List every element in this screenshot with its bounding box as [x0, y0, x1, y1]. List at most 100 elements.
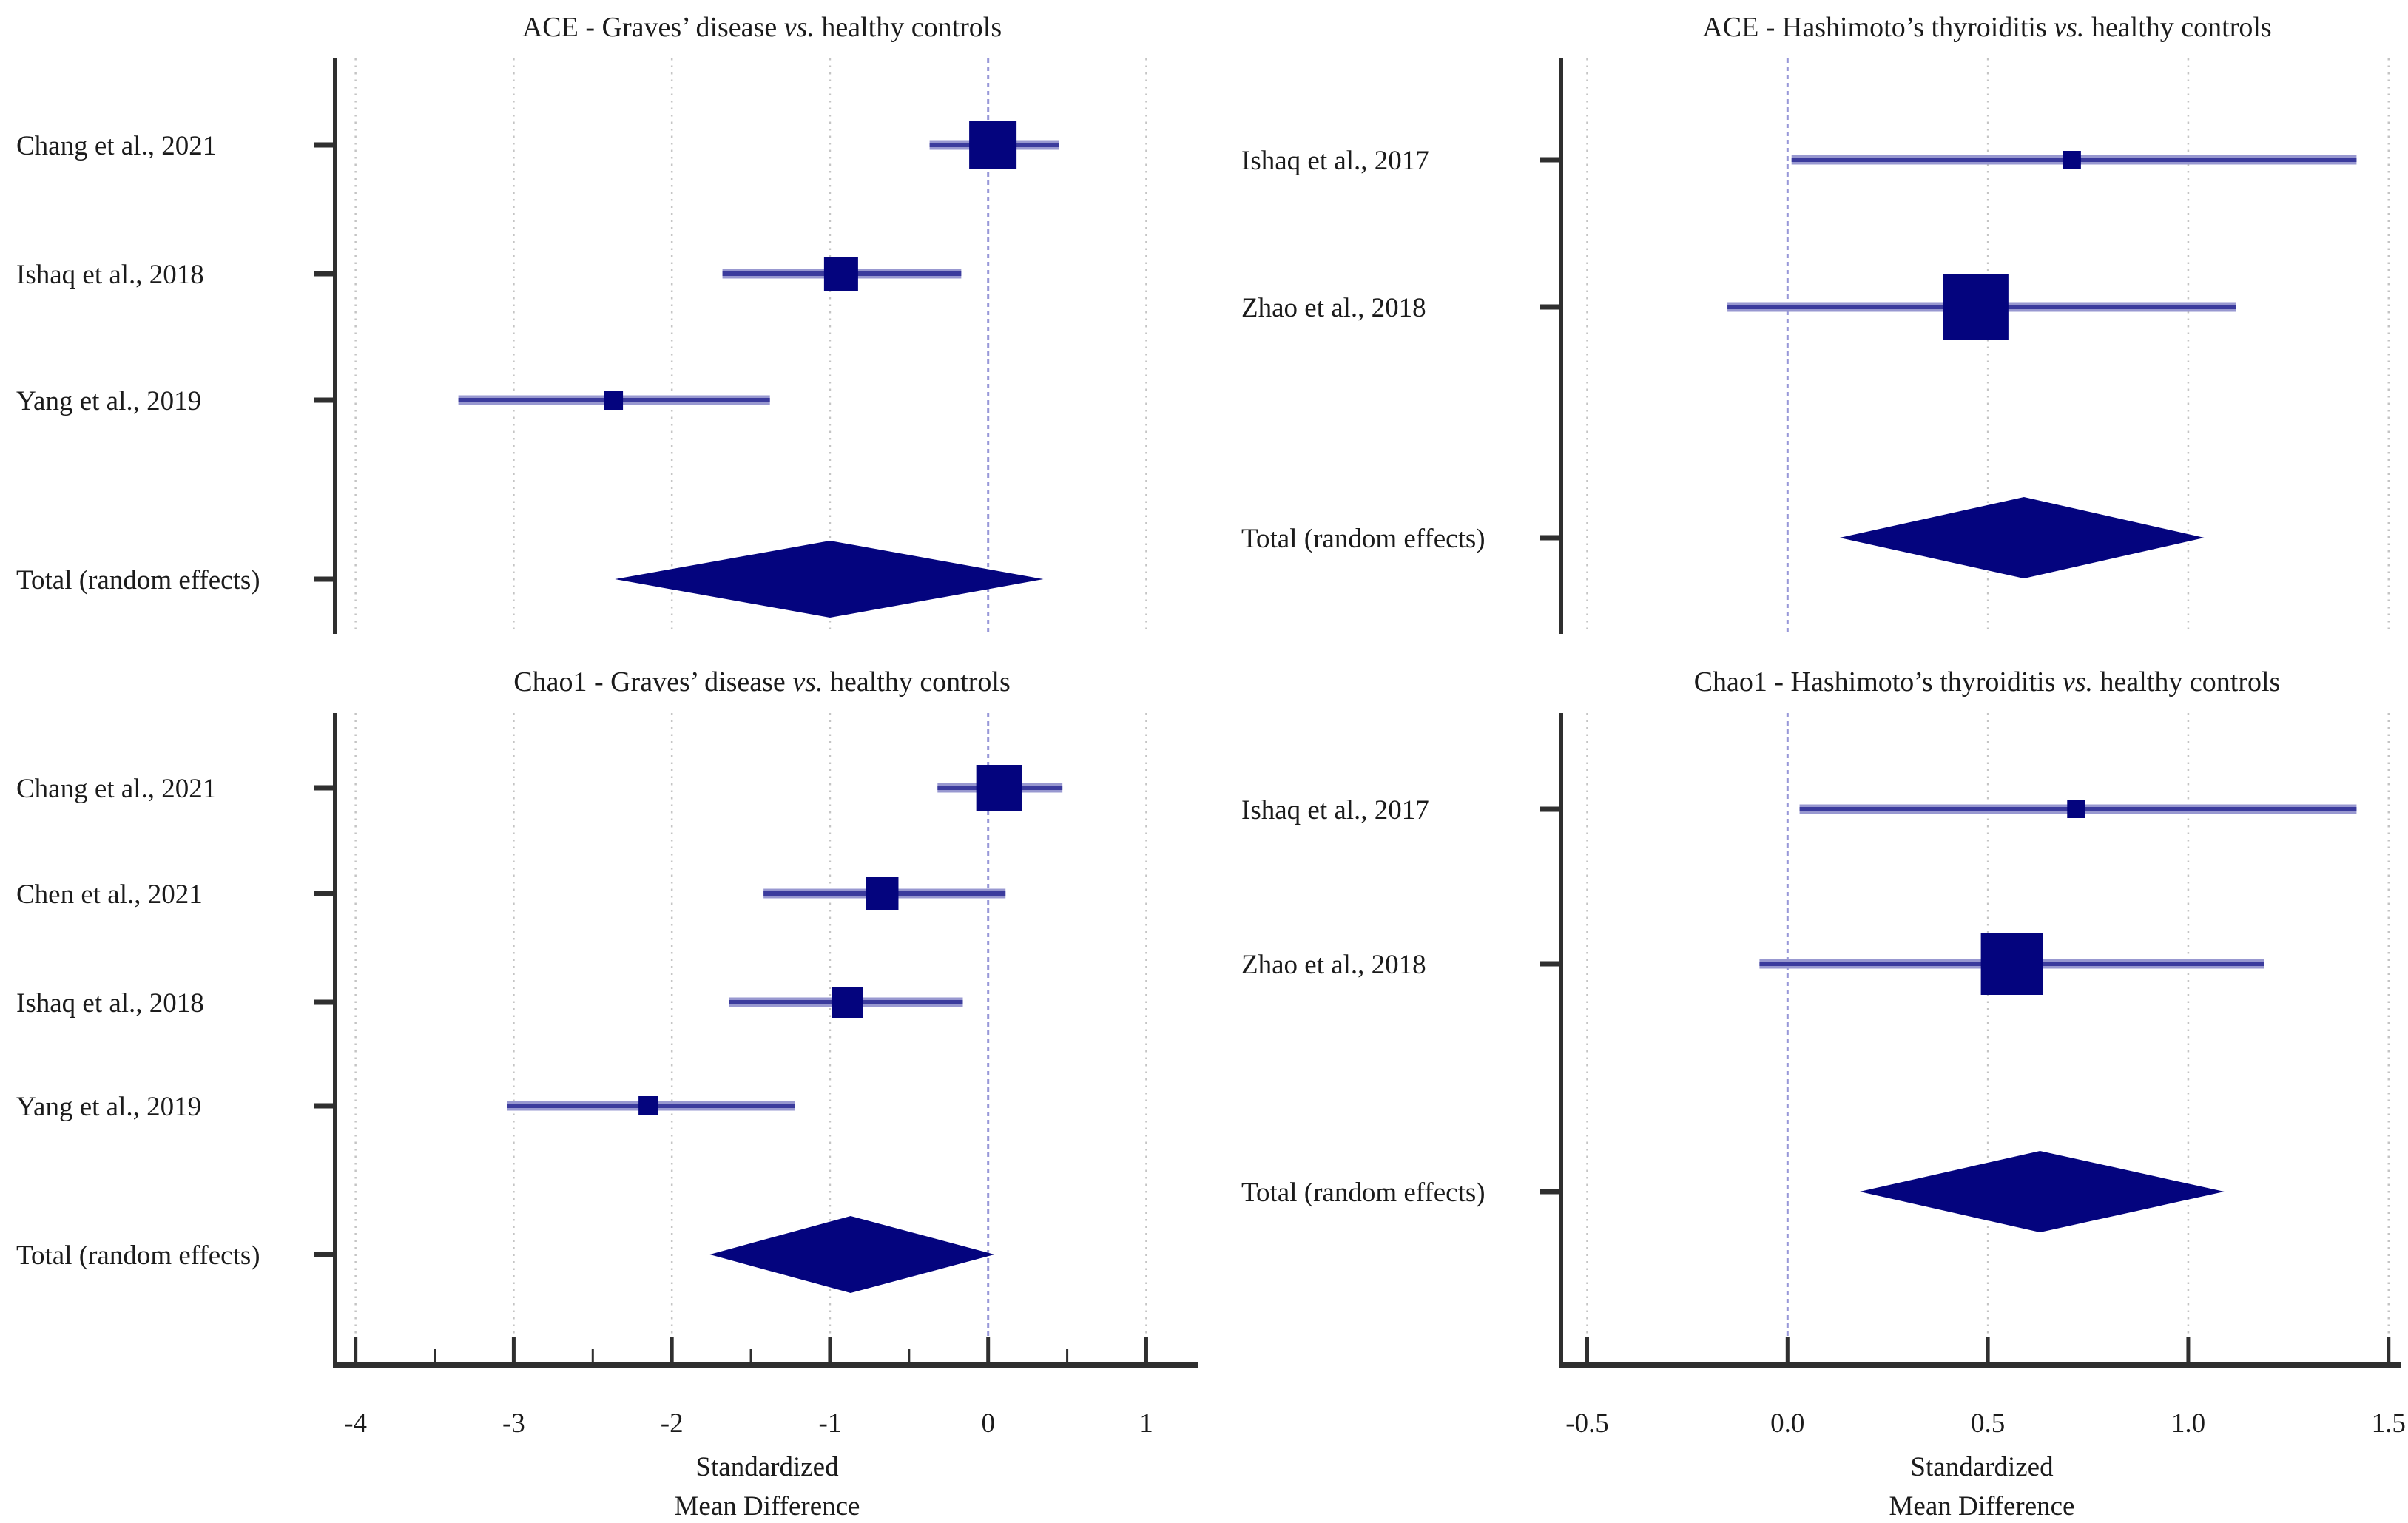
x-axis: [333, 1362, 1198, 1368]
x-tick-major: [1785, 1337, 1790, 1362]
x-tick-major: [1986, 1337, 1990, 1362]
row-tick: [1540, 1189, 1559, 1195]
x-tick-label: -0.5: [1565, 1408, 1609, 1439]
effect-square: [866, 877, 899, 910]
study-label: Yang et al., 2019: [16, 386, 201, 416]
x-tick-label: 1.0: [2171, 1408, 2205, 1439]
x-tick-label: -2: [661, 1408, 684, 1439]
effect-square: [604, 391, 624, 410]
row-tick: [1540, 961, 1559, 967]
study-label: Ishaq et al., 2017: [1241, 795, 1429, 825]
panel-title-ace-hashimoto: ACE - Hashimoto’s thyroiditis vs. health…: [1702, 12, 2271, 43]
x-axis-title-right-line1: Standardized: [1910, 1452, 2054, 1482]
effect-square: [1980, 933, 2043, 995]
panel-title-text: healthy controls: [821, 12, 1002, 43]
x-tick-major: [986, 1337, 991, 1362]
y-axis: [333, 713, 337, 1362]
row-tick: [1540, 806, 1559, 812]
row-tick: [1540, 535, 1559, 541]
study-label: Yang et al., 2019: [16, 1092, 201, 1122]
x-tick-minor: [434, 1349, 436, 1362]
row-tick: [314, 1252, 333, 1257]
x-tick-major: [354, 1337, 358, 1362]
x-tick-major: [2186, 1337, 2191, 1362]
panel-title-text: healthy controls: [2091, 12, 2272, 43]
study-label: Zhao et al., 2018: [1241, 293, 1426, 323]
y-axis: [1559, 713, 1563, 1362]
total-diamond: [709, 1216, 995, 1293]
panel-title-chao1-graves: Chao1 - Graves’ disease vs. healthy cont…: [513, 666, 1011, 698]
study-label: Zhao et al., 2018: [1241, 950, 1426, 980]
x-axis-title-right-line2: Mean Difference: [1889, 1491, 2075, 1522]
total-label: Total (random effects): [1241, 524, 1485, 554]
x-tick-label: 1: [1139, 1408, 1153, 1439]
x-tick-minor: [749, 1349, 752, 1362]
panel-title-vs-italic: vs.: [777, 12, 821, 43]
panel-title-vs-italic: vs.: [2055, 666, 2100, 698]
total-label: Total (random effects): [16, 1240, 260, 1271]
x-axis-title-left-line1: Standardized: [695, 1452, 839, 1482]
x-tick-minor: [591, 1349, 594, 1362]
panel-title-vs-italic: vs.: [2047, 12, 2091, 43]
x-tick-label: 0.0: [1770, 1408, 1804, 1439]
panel-title-text: healthy controls: [2100, 666, 2281, 698]
row-tick: [314, 576, 333, 582]
row-tick: [314, 891, 333, 896]
y-axis: [333, 58, 337, 634]
total-diamond: [1839, 497, 2205, 578]
total-diamond: [615, 541, 1044, 618]
x-tick-major: [828, 1337, 832, 1362]
x-tick-label: -1: [819, 1408, 842, 1439]
study-label: Chen et al., 2021: [16, 879, 203, 910]
x-tick-label: 1.5: [2372, 1408, 2406, 1439]
x-tick-label: -4: [344, 1408, 367, 1439]
x-tick-major: [1585, 1337, 1589, 1362]
x-tick-major: [511, 1337, 516, 1362]
x-axis-title-left-line2: Mean Difference: [675, 1491, 860, 1522]
effect-square: [823, 257, 858, 291]
panel-title-text: Chao1 - Graves’ disease: [513, 666, 786, 698]
plot-elements-layer: Chang et al., 2021 Ishaq et al., 2018 Yang…: [16, 58, 2406, 1439]
y-axis: [1559, 58, 1563, 634]
panel-title-text: healthy controls: [830, 666, 1011, 698]
row-tick: [314, 785, 333, 791]
effect-square: [1943, 274, 2009, 340]
effect-square: [2063, 151, 2081, 169]
x-tick-label: 0.5: [1971, 1408, 2005, 1439]
row-tick: [314, 1103, 333, 1109]
effect-square: [2067, 800, 2085, 818]
row-tick: [314, 999, 333, 1005]
total-diamond: [1859, 1151, 2225, 1232]
x-tick-major: [670, 1337, 674, 1362]
total-label: Total (random effects): [16, 565, 260, 595]
study-label: Ishaq et al., 2017: [1241, 146, 1429, 176]
x-tick-label: 0: [981, 1408, 995, 1439]
panel-title-text: ACE - Hashimoto’s thyroiditis: [1702, 12, 2047, 43]
effect-square: [638, 1096, 658, 1115]
x-tick-major: [2387, 1337, 2391, 1362]
row-tick: [314, 271, 333, 277]
x-tick-label: -3: [502, 1408, 525, 1439]
panel-title-vs-italic: vs.: [786, 666, 830, 698]
panel-title-chao1-hashimoto: Chao1 - Hashimoto’s thyroiditis vs. heal…: [1694, 666, 2281, 698]
total-label: Total (random effects): [1241, 1178, 1485, 1208]
row-tick: [1540, 304, 1559, 310]
study-label: Ishaq et al., 2018: [16, 988, 204, 1019]
x-tick-minor: [1066, 1349, 1069, 1362]
effect-square: [969, 121, 1017, 169]
x-tick-major: [1144, 1337, 1148, 1362]
row-tick: [314, 397, 333, 403]
panel-title-text: Chao1 - Hashimoto’s thyroiditis: [1694, 666, 2056, 698]
study-label: Chang et al., 2021: [16, 131, 216, 161]
row-tick: [1540, 157, 1559, 163]
panel-title-ace-graves: ACE - Graves’ disease vs. healthy contro…: [522, 12, 1002, 43]
effect-square: [976, 765, 1022, 811]
row-tick: [314, 142, 333, 148]
x-tick-minor: [908, 1349, 911, 1362]
study-label: Ishaq et al., 2018: [16, 260, 204, 290]
x-axis: [1559, 1362, 2401, 1368]
study-label: Chang et al., 2021: [16, 774, 216, 804]
effect-square: [832, 987, 863, 1018]
